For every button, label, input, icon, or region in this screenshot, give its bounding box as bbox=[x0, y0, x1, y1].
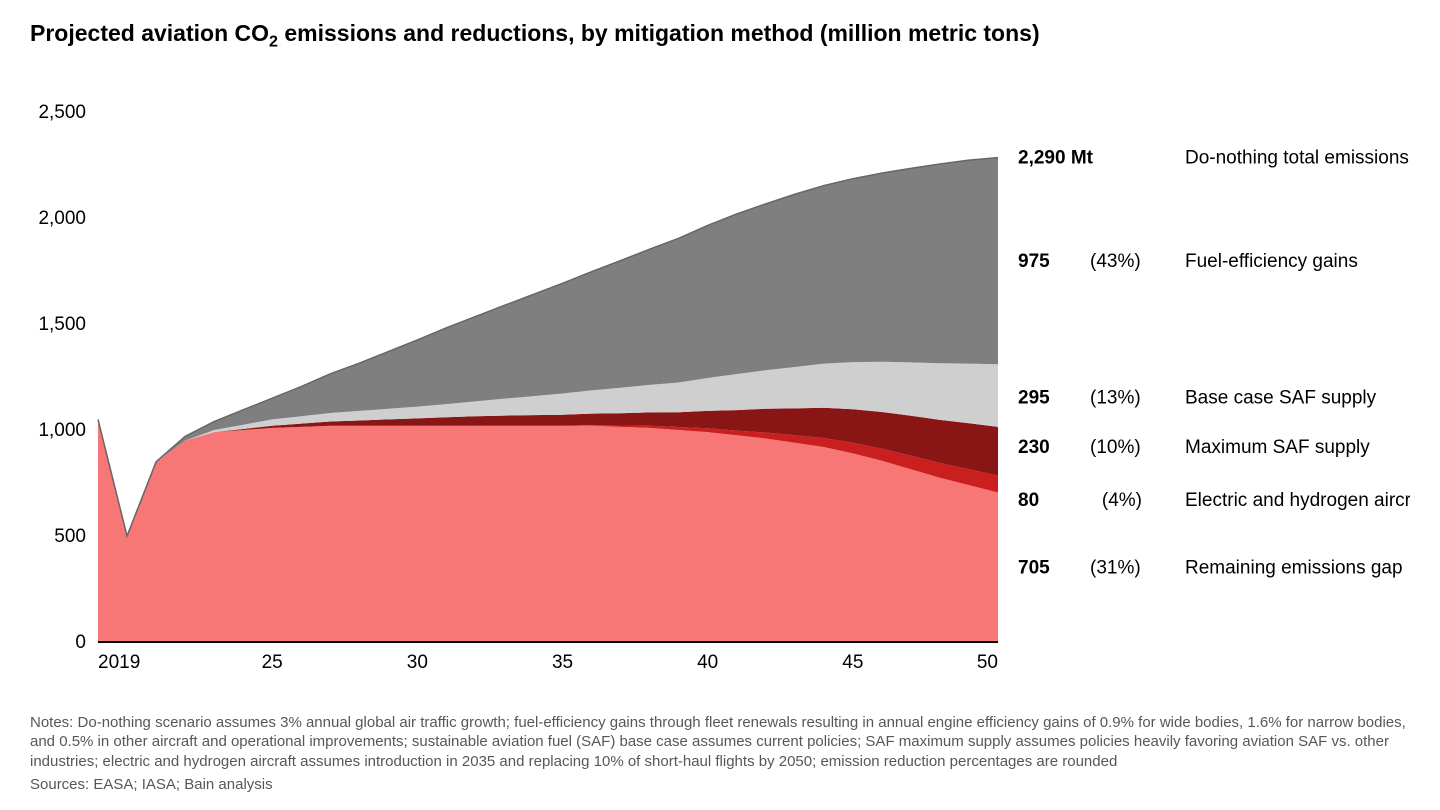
chart-title: Projected aviation CO2 emissions and red… bbox=[30, 20, 1410, 52]
sources-text: Sources: EASA; IASA; Bain analysis bbox=[30, 775, 1410, 794]
end-label: Remaining emissions gap bbox=[1185, 557, 1403, 578]
y-tick-label: 500 bbox=[54, 526, 86, 547]
title-sub: 2 bbox=[269, 33, 278, 51]
y-tick-label: 1,500 bbox=[38, 314, 86, 335]
footnotes: Notes: Do-nothing scenario assumes 3% an… bbox=[30, 713, 1410, 794]
x-tick-label: 50 bbox=[977, 652, 998, 668]
notes-text: Notes: Do-nothing scenario assumes 3% an… bbox=[30, 713, 1410, 771]
x-tick-label: 40 bbox=[697, 652, 718, 668]
x-tick-label: 45 bbox=[842, 652, 863, 668]
y-tick-label: 1,000 bbox=[38, 420, 86, 441]
end-pct: (10%) bbox=[1090, 437, 1141, 458]
end-value: 230 bbox=[1018, 437, 1050, 458]
x-tick-label: 30 bbox=[407, 652, 428, 668]
y-tick-label: 2,000 bbox=[38, 208, 86, 229]
end-pct: (4%) bbox=[1102, 490, 1142, 511]
y-tick-label: 2,500 bbox=[38, 102, 86, 123]
page: Projected aviation CO2 emissions and red… bbox=[0, 0, 1440, 810]
end-pct: (13%) bbox=[1090, 387, 1141, 408]
end-value: 705 bbox=[1018, 557, 1050, 578]
x-tick-label: 25 bbox=[262, 652, 283, 668]
end-label: Maximum SAF supply bbox=[1185, 437, 1370, 458]
end-total-value: 2,290 Mt bbox=[1018, 147, 1094, 168]
end-pct: (31%) bbox=[1090, 557, 1141, 578]
title-prefix: Projected aviation CO bbox=[30, 20, 269, 46]
x-tick-label: 2019 bbox=[98, 652, 140, 668]
y-tick-label: 0 bbox=[75, 632, 86, 653]
end-total-label: Do-nothing total emissions bbox=[1185, 147, 1409, 168]
title-suffix: emissions and reductions, by mitigation … bbox=[278, 20, 1040, 46]
chart-area: 0 500 1,000 1,500 2,000 2,500 2019 25 30 35 40 45 50… bbox=[30, 58, 1410, 668]
end-value: 80 bbox=[1018, 490, 1039, 511]
end-label: Base case SAF supply bbox=[1185, 387, 1377, 408]
x-tick-label: 35 bbox=[552, 652, 573, 668]
end-pct: (43%) bbox=[1090, 251, 1141, 272]
end-value: 975 bbox=[1018, 251, 1050, 272]
end-value: 295 bbox=[1018, 387, 1050, 408]
end-label: Electric and hydrogen aircraft bbox=[1185, 490, 1410, 511]
area-chart-svg: 0 500 1,000 1,500 2,000 2,500 2019 25 30 35 40 45 50… bbox=[30, 58, 1410, 668]
end-label: Fuel-efficiency gains bbox=[1185, 251, 1358, 272]
